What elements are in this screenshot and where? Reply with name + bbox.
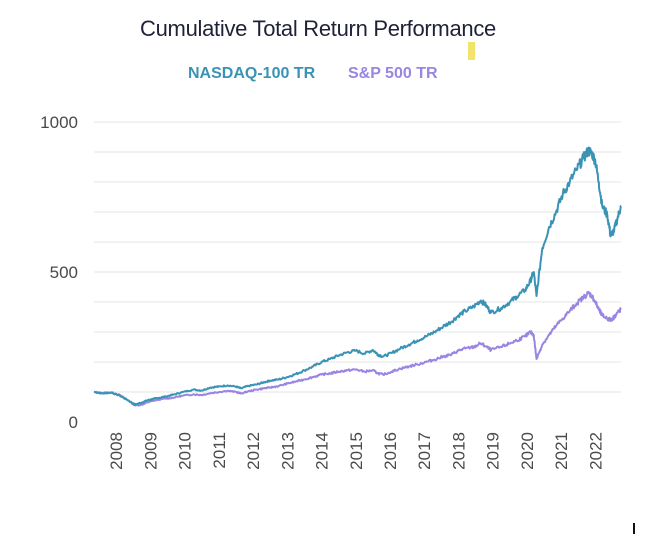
x-tick-label: 2014 <box>313 432 332 470</box>
y-tick-label: 500 <box>50 263 78 282</box>
chart-series <box>93 146 622 407</box>
x-tick-label: 2011 <box>210 432 229 469</box>
x-tick-label: 2020 <box>518 432 537 470</box>
chart-title: Cumulative Total Return Performance <box>140 16 496 41</box>
x-tick-label: 2012 <box>244 432 263 470</box>
y-axis: 0 500 1000 <box>40 113 78 432</box>
x-tick-label: 2022 <box>586 432 605 470</box>
chart-legend: NASDAQ-100 TR S&P 500 TR <box>188 65 438 82</box>
y-tick-label: 1000 <box>40 113 78 132</box>
series-line-nasdaq-100-tr <box>93 146 622 406</box>
x-tick-label: 2018 <box>449 432 468 470</box>
legend-label-sp-500-tr: S&P 500 TR <box>348 65 438 82</box>
series-line-s-p-500-tr <box>93 290 622 407</box>
x-tick-label: 2010 <box>176 432 195 470</box>
x-tick-label: 2009 <box>141 432 160 470</box>
x-tick-label: 2017 <box>415 432 434 470</box>
x-tick-label: 2021 <box>552 432 571 470</box>
x-tick-label: 2013 <box>278 432 297 470</box>
title-highlight-mark <box>468 42 475 60</box>
y-tick-label: 0 <box>69 413 78 432</box>
x-tick-label: 2019 <box>484 432 503 470</box>
x-tick-label: 2015 <box>347 432 366 470</box>
legend-label-nasdaq-100-tr: NASDAQ-100 TR <box>188 65 316 82</box>
x-axis: 2008 2009 2010 2011 2012 2013 2014 2015 2016 2017… <box>107 432 605 470</box>
x-tick-label: 2008 <box>107 432 126 470</box>
x-tick-label: 2016 <box>381 432 400 470</box>
chart-gridlines <box>94 121 621 393</box>
corner-mark <box>633 523 635 534</box>
